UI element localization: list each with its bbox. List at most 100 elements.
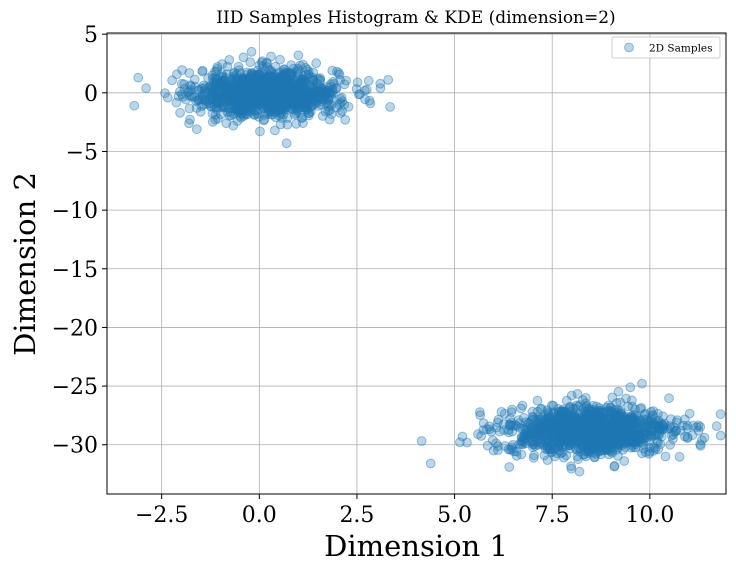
scatter-point bbox=[257, 77, 268, 88]
scatter-point bbox=[330, 83, 341, 94]
scatter-point bbox=[210, 83, 221, 94]
scatter-point bbox=[329, 78, 339, 89]
scatter-point bbox=[222, 61, 233, 72]
scatter-point bbox=[246, 82, 256, 93]
scatter-point bbox=[237, 76, 248, 86]
scatter-point bbox=[270, 112, 281, 123]
scatter-point bbox=[234, 65, 244, 75]
scatter-point bbox=[240, 86, 251, 96]
scatter-point bbox=[218, 77, 229, 88]
scatter-point bbox=[235, 97, 246, 108]
scatter-point bbox=[218, 100, 229, 111]
scatter-point bbox=[245, 95, 256, 105]
scatter-point bbox=[664, 393, 674, 404]
scatter-point bbox=[223, 95, 234, 106]
scatter-point bbox=[205, 81, 215, 91]
scatter-point bbox=[566, 463, 577, 474]
scatter-point bbox=[215, 79, 226, 90]
scatter-point bbox=[211, 74, 222, 84]
scatter-point bbox=[580, 393, 591, 403]
scatter-point bbox=[264, 93, 274, 103]
scatter-point bbox=[312, 83, 323, 93]
scatter-point bbox=[300, 88, 310, 99]
scatter-point bbox=[274, 90, 285, 100]
scatter-point bbox=[311, 96, 322, 107]
scatter-point bbox=[281, 80, 292, 91]
scatter-point bbox=[264, 87, 274, 98]
scatter-point bbox=[210, 66, 221, 77]
scatter-point bbox=[567, 412, 578, 423]
scatter-point bbox=[219, 81, 229, 91]
scatter-point bbox=[559, 452, 569, 463]
scatter-point bbox=[292, 94, 303, 104]
scatter-point bbox=[323, 93, 334, 104]
scatter-point bbox=[278, 89, 289, 99]
scatter-point bbox=[259, 71, 270, 81]
scatter-point bbox=[233, 100, 244, 110]
scatter-point bbox=[598, 435, 609, 446]
scatter-point bbox=[555, 421, 566, 432]
scatter-point bbox=[266, 94, 277, 105]
scatter-point bbox=[340, 114, 351, 125]
scatter-point bbox=[210, 114, 221, 125]
scatter-point bbox=[263, 99, 273, 110]
scatter-point bbox=[238, 88, 249, 99]
scatter-point bbox=[308, 90, 319, 100]
scatter-point bbox=[383, 75, 394, 85]
scatter-point bbox=[333, 68, 344, 78]
scatter-point bbox=[263, 97, 274, 108]
scatter-point bbox=[216, 93, 226, 104]
scatter-point bbox=[270, 91, 281, 102]
scatter-point bbox=[295, 100, 306, 110]
scatter-point bbox=[360, 94, 370, 105]
scatter-point bbox=[543, 420, 553, 431]
scatter-point bbox=[276, 95, 287, 106]
scatter-point bbox=[258, 81, 268, 92]
scatter-point bbox=[276, 104, 287, 115]
scatter-point bbox=[205, 101, 216, 112]
scatter-point bbox=[252, 84, 263, 94]
scatter-point bbox=[234, 87, 245, 98]
scatter-point bbox=[246, 70, 257, 81]
scatter-point bbox=[266, 89, 277, 99]
scatter-point bbox=[263, 90, 274, 100]
scatter-point bbox=[250, 97, 260, 108]
scatter-point bbox=[610, 433, 620, 444]
scatter-point bbox=[235, 98, 246, 109]
scatter-point bbox=[197, 94, 207, 105]
scatter-point bbox=[252, 69, 263, 80]
scatter-point bbox=[271, 82, 281, 93]
scatter-point bbox=[281, 89, 292, 100]
scatter-point bbox=[504, 462, 515, 472]
scatter-point bbox=[305, 72, 315, 82]
scatter-point bbox=[244, 98, 255, 108]
scatter-point bbox=[297, 92, 307, 103]
scatter-point bbox=[307, 72, 318, 83]
scatter-point bbox=[254, 86, 265, 96]
scatter-point bbox=[284, 80, 295, 90]
y-tick-label: 5 bbox=[84, 23, 98, 48]
scatter-point bbox=[297, 94, 307, 104]
scatter-point bbox=[282, 94, 293, 104]
scatter-point bbox=[129, 100, 140, 111]
scatter-point bbox=[244, 91, 255, 102]
scatter-point bbox=[293, 80, 304, 91]
scatter-point bbox=[279, 89, 289, 100]
y-tick-label: 0 bbox=[84, 82, 98, 107]
scatter-point bbox=[332, 66, 342, 77]
scatter-point bbox=[286, 85, 297, 96]
scatter-point bbox=[298, 82, 309, 93]
scatter-point bbox=[194, 94, 205, 105]
scatter-point bbox=[280, 94, 290, 104]
scatter-point bbox=[627, 401, 638, 412]
scatter-point bbox=[279, 99, 290, 110]
scatter-point bbox=[253, 94, 264, 104]
scatter-point bbox=[297, 85, 308, 96]
scatter-point bbox=[281, 84, 292, 94]
scatter-point bbox=[290, 90, 301, 100]
scatter-point bbox=[266, 87, 277, 98]
scatter-point bbox=[219, 102, 230, 113]
chart-title: IID Samples Histogram & KDE (dimension=2… bbox=[216, 8, 615, 28]
scatter-point bbox=[306, 80, 317, 91]
scatter-point bbox=[226, 95, 236, 106]
